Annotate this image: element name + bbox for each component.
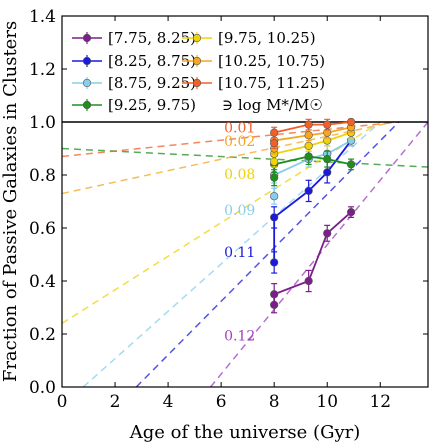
trend-line-0 [62, 147, 428, 168]
trend-label-1: 0.02 [224, 134, 255, 150]
data-point-5-2 [304, 131, 313, 140]
y-tick-label-4: 0.8 [29, 166, 56, 186]
trend-line-3 [62, 121, 381, 325]
y-tick-label-1: 0.2 [29, 325, 56, 345]
data-point-0-2 [304, 276, 313, 286]
legend-label-3: [9.25, 9.75) [108, 96, 196, 114]
trend-label-4: 0.11 [224, 245, 255, 261]
legend-swatch-marker-1 [82, 56, 92, 66]
data-point-1-2 [304, 186, 313, 195]
legend-label-0: [7.75, 8.25) [108, 29, 196, 47]
data-point-0-4 [346, 208, 356, 217]
series-line-0 [273, 211, 352, 305]
data-point-1-0 [270, 258, 279, 267]
series-layer [270, 117, 356, 314]
data-point-0-3 [323, 229, 332, 238]
x-tick-label-1: 2 [110, 392, 121, 412]
legend-swatch-marker-2 [82, 78, 92, 88]
y-tick-label-6: 1.2 [29, 60, 56, 80]
data-point-6-1 [270, 128, 279, 137]
trend-labels-layer: 0.010.02 0.08 0.09 0.11 0.12 [224, 121, 255, 345]
data-point-2-0 [270, 192, 279, 201]
x-tick-label-3: 6 [216, 392, 227, 412]
data-point-3-2 [304, 152, 313, 161]
trend-line-1 [62, 121, 399, 158]
x-axis-title: Age of the universe (Gyr) [129, 422, 361, 443]
legend-label-2: [8.75, 9.25) [108, 74, 196, 92]
legend-label-1: [8.25, 8.75) [108, 52, 196, 70]
legend-swatch-marker-4 [192, 33, 202, 43]
legend-label-5: [10.25, 10.75) [218, 52, 325, 70]
x-tick-label-0: 0 [57, 392, 68, 412]
trend-label-0: 0.01 [224, 121, 255, 137]
x-tick-label-6: 12 [369, 392, 391, 412]
y-tick-label-3: 0.6 [29, 219, 56, 239]
data-point-6-0 [270, 139, 279, 148]
legend-note: ∋ log M*/M☉ [222, 96, 323, 114]
data-point-6-4 [346, 117, 356, 127]
legend: [7.75, 8.25) [8.25, 8.75) [8.75, 9.25) [9.2… [72, 29, 325, 114]
trend-label-2: 0.08 [224, 167, 255, 183]
legend-swatch-marker-3 [82, 100, 92, 110]
data-point-3-3 [323, 155, 332, 164]
x-tick-label-2: 4 [163, 392, 174, 412]
data-point-4-2 [304, 141, 313, 150]
legend-swatch-marker-6 [192, 78, 202, 88]
legend-label-4: [9.75, 10.25) [218, 29, 316, 47]
axes-layer: 0 2 4 6 8 10 12 0.0 0.2 0.4 0.6 0.8 1.0 1.2 1.4 Age of … [0, 7, 428, 443]
y-tick-label-5: 1.0 [29, 113, 56, 133]
legend-label-6: [10.75, 11.25) [218, 74, 325, 92]
data-point-1-1 [270, 213, 279, 222]
trend-line-5 [135, 121, 400, 387]
trend-line-2 [62, 121, 394, 195]
y-tick-label-7: 1.4 [29, 7, 56, 27]
data-point-6-3 [323, 120, 332, 129]
trend-line-4 [82, 121, 381, 387]
data-point-3-4 [346, 160, 356, 169]
y-axis-title: Fraction of Passive Galaxies in Clusters [0, 21, 21, 382]
trend-label-5: 0.12 [224, 329, 255, 345]
plot-frame [61, 15, 429, 388]
legend-swatch-marker-5 [192, 56, 202, 66]
y-tick-label-0: 0.0 [29, 378, 56, 398]
y-tick-label-2: 0.4 [29, 272, 56, 292]
x-tick-label-5: 10 [316, 392, 338, 412]
data-point-1-3 [323, 168, 332, 177]
x-tick-label-4: 8 [269, 392, 280, 412]
data-point-3-0 [270, 173, 279, 182]
legend-swatch-marker-0 [82, 33, 92, 43]
data-point-6-2 [304, 120, 313, 129]
trend-label-3: 0.09 [224, 203, 255, 219]
data-point-0-1 [270, 290, 279, 299]
